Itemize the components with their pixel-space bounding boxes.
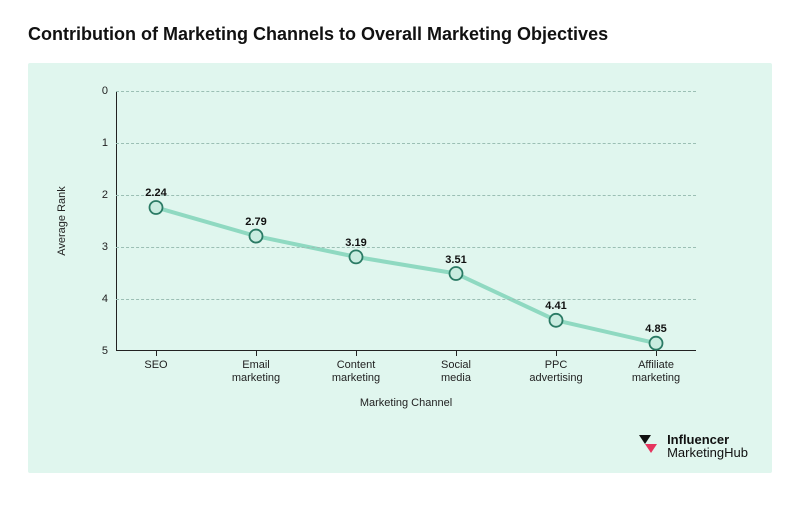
x-tick-label: SEO: [116, 351, 196, 372]
value-label: 4.41: [545, 300, 566, 312]
gridline: [116, 91, 696, 92]
chart-marker: [650, 337, 663, 350]
chart-marker: [150, 201, 163, 214]
x-tick-label: Socialmedia: [416, 351, 496, 385]
x-tick-label: Emailmarketing: [216, 351, 296, 385]
chart-svg: [116, 91, 696, 351]
chart-line: [156, 207, 656, 343]
gridline: [116, 299, 696, 300]
y-tick-label: 4: [102, 293, 108, 305]
y-tick-label: 1: [102, 137, 108, 149]
gridline: [116, 195, 696, 196]
brand-logo: Influencer MarketingHub: [639, 433, 748, 459]
page-container: Contribution of Marketing Channels to Ov…: [0, 0, 800, 516]
chart-marker: [550, 314, 563, 327]
chart-panel: Average Rank Marketing Channel 0 1 2 3 4 5 SEO…: [28, 63, 772, 473]
y-axis-label: Average Rank: [56, 186, 68, 256]
chart-marker: [450, 267, 463, 280]
gridline: [116, 247, 696, 248]
x-tick-label: Contentmarketing: [316, 351, 396, 385]
brand-name-light: MarketingHub: [667, 445, 748, 460]
value-label: 3.51: [445, 254, 466, 266]
brand-text: Influencer MarketingHub: [667, 433, 748, 459]
value-label: 2.79: [245, 216, 266, 228]
value-label: 4.85: [645, 323, 666, 335]
x-axis-label: Marketing Channel: [360, 397, 452, 409]
y-tick-label: 0: [102, 85, 108, 97]
x-tick-label: Affiliatemarketing: [616, 351, 696, 385]
brand-mark-icon: [639, 435, 661, 457]
y-tick-label: 3: [102, 241, 108, 253]
y-tick-label: 5: [102, 345, 108, 357]
y-tick-label: 2: [102, 189, 108, 201]
chart-marker: [350, 250, 363, 263]
value-label: 3.19: [345, 237, 366, 249]
gridline: [116, 143, 696, 144]
chart-marker: [250, 230, 263, 243]
page-title: Contribution of Marketing Channels to Ov…: [28, 24, 772, 45]
chart-plot-area: Average Rank Marketing Channel 012345SEO…: [116, 91, 696, 351]
value-label: 2.24: [145, 187, 166, 199]
x-tick-label: PPCadvertising: [516, 351, 596, 385]
